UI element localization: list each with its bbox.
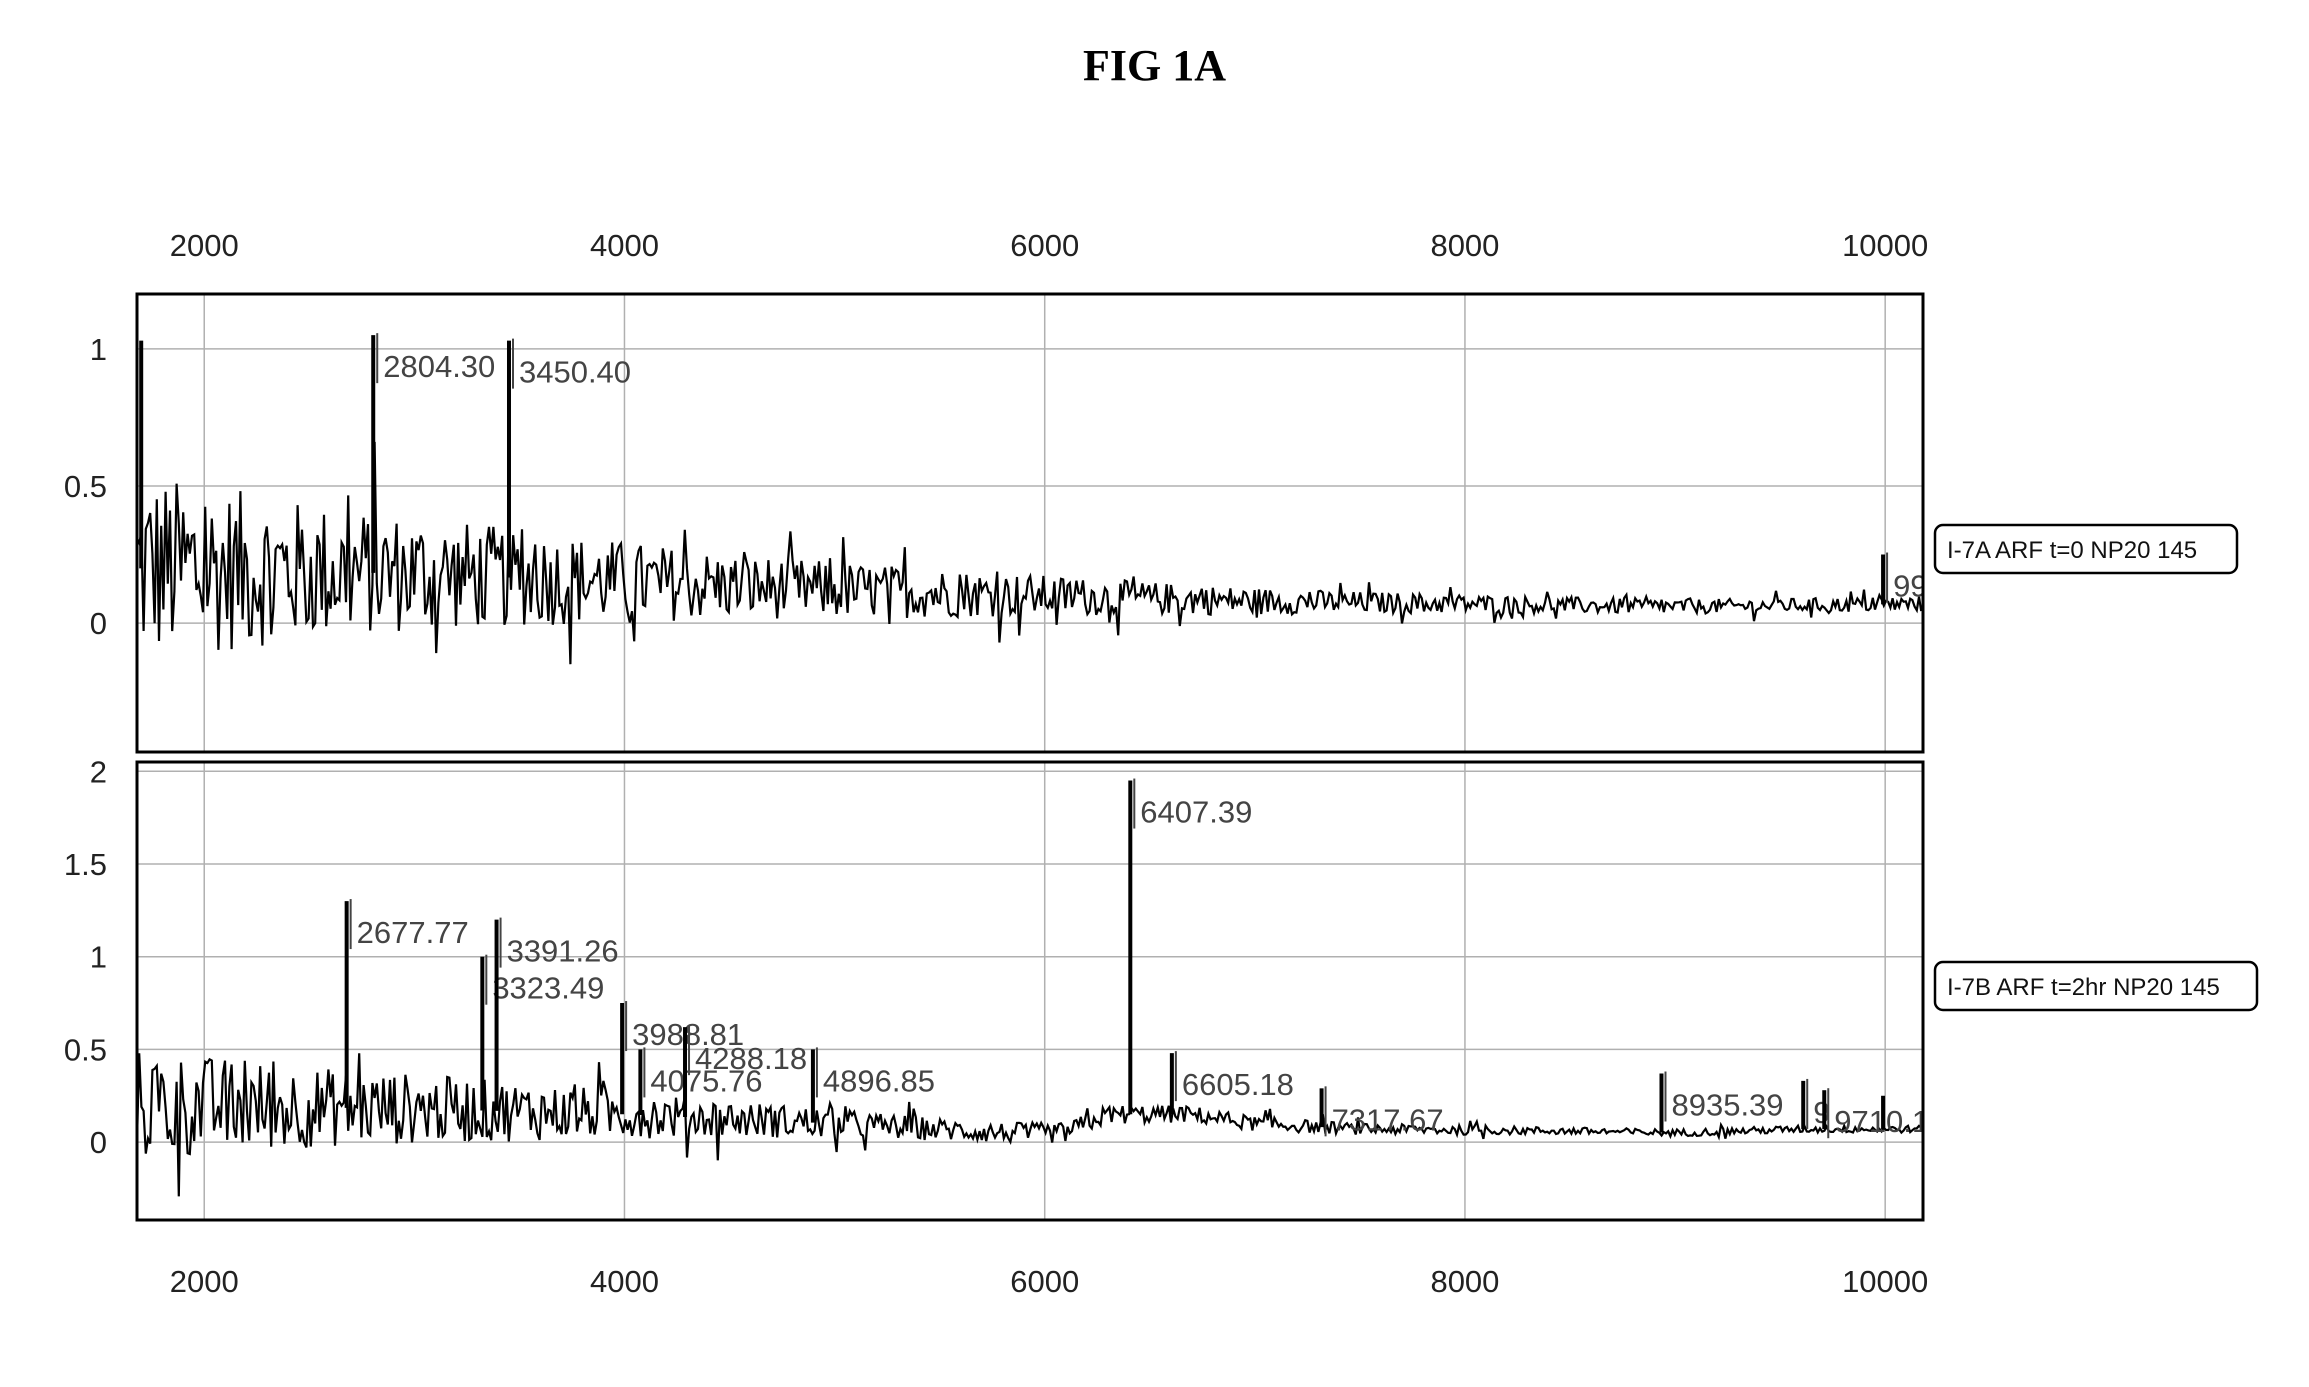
peak-label: 2677.77 — [357, 915, 469, 950]
x-tick-label: 8000 — [1430, 1264, 1499, 1299]
peak-label: 7317.67 — [1332, 1102, 1444, 1137]
legend: I-7B ARF t=2hr NP20 145 — [1935, 962, 2257, 1010]
x-tick-label: 4000 — [590, 1264, 659, 1299]
spectrum-panel-top: 2804.303450.409920004000600080001000000.… — [64, 228, 2237, 752]
x-tick-label: 2000 — [170, 1264, 239, 1299]
spectrum-trace — [137, 442, 1921, 664]
legend-entry: I-7B ARF t=2hr NP20 145 — [1947, 974, 2220, 1001]
spectrum-trace — [137, 1053, 1921, 1196]
x-tick-label: 6000 — [1010, 1264, 1079, 1299]
y-tick-label: 2 — [90, 754, 107, 789]
peak-label: 9710.10 — [1834, 1104, 1946, 1139]
peak-label: 3391.26 — [507, 934, 619, 969]
y-tick-label: 0.5 — [64, 1032, 107, 1067]
x-tick-label: 2000 — [170, 228, 239, 263]
legend-entry: I-7A ARF t=0 NP20 145 — [1947, 537, 2197, 564]
x-tick-label: 10000 — [1842, 1264, 1928, 1299]
spectrum-panel-bottom: 2677.773323.493391.263988.814075.764288.… — [64, 754, 2257, 1299]
y-tick-label: 1 — [90, 332, 107, 367]
peak-label: 6407.39 — [1140, 795, 1252, 830]
peak-label: 6605.18 — [1182, 1067, 1294, 1102]
peak-label: 4288.18 — [695, 1041, 807, 1076]
plot-frame — [137, 762, 1923, 1220]
y-tick-label: 1 — [90, 940, 107, 975]
peak-label: 2804.30 — [383, 349, 495, 384]
y-tick-label: 0 — [90, 1125, 107, 1160]
peak-label: 8935.39 — [1671, 1088, 1783, 1123]
x-tick-label: 4000 — [590, 228, 659, 263]
legend: I-7A ARF t=0 NP20 145 — [1935, 525, 2237, 573]
y-tick-label: 1.5 — [64, 847, 107, 882]
y-tick-label: 0 — [90, 606, 107, 641]
peak-label: 3450.40 — [519, 355, 631, 390]
peak-label: 4896.85 — [823, 1063, 935, 1098]
x-tick-label: 8000 — [1430, 228, 1499, 263]
x-tick-label: 10000 — [1842, 228, 1928, 263]
y-tick-label: 0.5 — [64, 469, 107, 504]
peak-label: 3323.49 — [492, 971, 604, 1006]
x-tick-label: 6000 — [1010, 228, 1079, 263]
